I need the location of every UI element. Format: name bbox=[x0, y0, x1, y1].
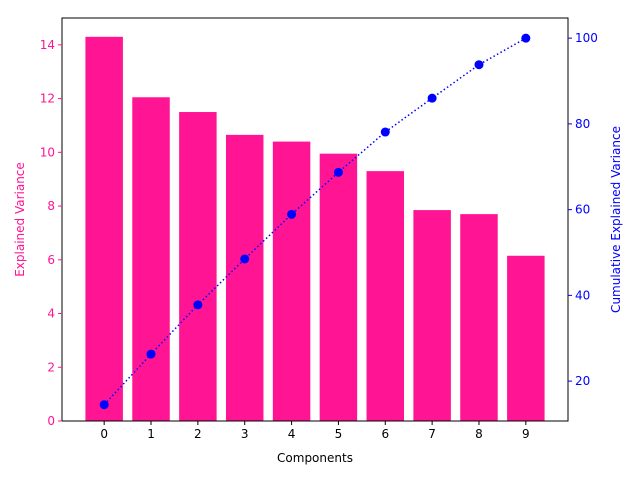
x-tick-label: 5 bbox=[335, 427, 343, 441]
bar-8 bbox=[460, 214, 498, 421]
line-point-5 bbox=[333, 167, 343, 177]
bar-7 bbox=[413, 210, 451, 421]
left-tick-label: 0 bbox=[47, 414, 55, 428]
line-point-8 bbox=[474, 60, 484, 70]
x-tick-label: 0 bbox=[100, 427, 108, 441]
x-axis-label: Components bbox=[277, 451, 353, 465]
right-tick-label: 80 bbox=[575, 117, 590, 131]
x-tick-label: 7 bbox=[428, 427, 436, 441]
x-tick-label: 4 bbox=[288, 427, 296, 441]
bar-1 bbox=[132, 97, 170, 422]
line-point-0 bbox=[99, 400, 109, 410]
left-tick-label: 14 bbox=[40, 38, 55, 52]
x-tick-label: 6 bbox=[381, 427, 389, 441]
left-tick-label: 6 bbox=[47, 253, 55, 267]
bar-6 bbox=[366, 171, 405, 421]
bar-9 bbox=[507, 255, 545, 421]
line-point-1 bbox=[146, 349, 156, 359]
x-tick-label: 1 bbox=[147, 427, 155, 441]
bar-5 bbox=[319, 153, 358, 421]
x-tick-label: 9 bbox=[522, 427, 530, 441]
left-tick-label: 10 bbox=[40, 145, 55, 159]
right-tick-label: 40 bbox=[575, 288, 590, 302]
bar-4 bbox=[272, 141, 311, 421]
x-axis-ticks: 0 1 2 3 4 5 6 7 8 9 bbox=[100, 421, 530, 441]
left-tick-label: 4 bbox=[47, 307, 55, 321]
left-axis-label: Explained Variance bbox=[13, 162, 27, 277]
bar-0 bbox=[85, 36, 123, 421]
x-tick-label: 3 bbox=[241, 427, 249, 441]
right-tick-label: 60 bbox=[575, 203, 590, 217]
line-point-2 bbox=[193, 300, 203, 310]
right-tick-label: 20 bbox=[575, 374, 590, 388]
cumulative-line-series bbox=[99, 33, 531, 410]
left-tick-label: 2 bbox=[47, 360, 55, 374]
line-point-6 bbox=[380, 127, 390, 137]
line-point-7 bbox=[427, 93, 437, 103]
right-axis-label: Cumulative Explained Variance bbox=[609, 126, 623, 313]
bar-series bbox=[85, 36, 545, 422]
line-point-9 bbox=[521, 33, 531, 43]
line-point-4 bbox=[287, 209, 297, 219]
left-axis-ticks: 0 2 4 6 8 10 12 14 bbox=[40, 38, 62, 428]
bar-2 bbox=[179, 112, 217, 422]
x-tick-label: 2 bbox=[194, 427, 202, 441]
right-axis-ticks: 20 40 60 80 100 bbox=[568, 31, 598, 388]
right-tick-label: 100 bbox=[575, 31, 598, 45]
left-tick-label: 12 bbox=[40, 92, 55, 106]
x-tick-label: 8 bbox=[475, 427, 483, 441]
bar-3 bbox=[225, 134, 264, 421]
left-tick-label: 8 bbox=[47, 199, 55, 213]
plot-frame bbox=[61, 17, 569, 422]
line-point-3 bbox=[240, 254, 250, 264]
